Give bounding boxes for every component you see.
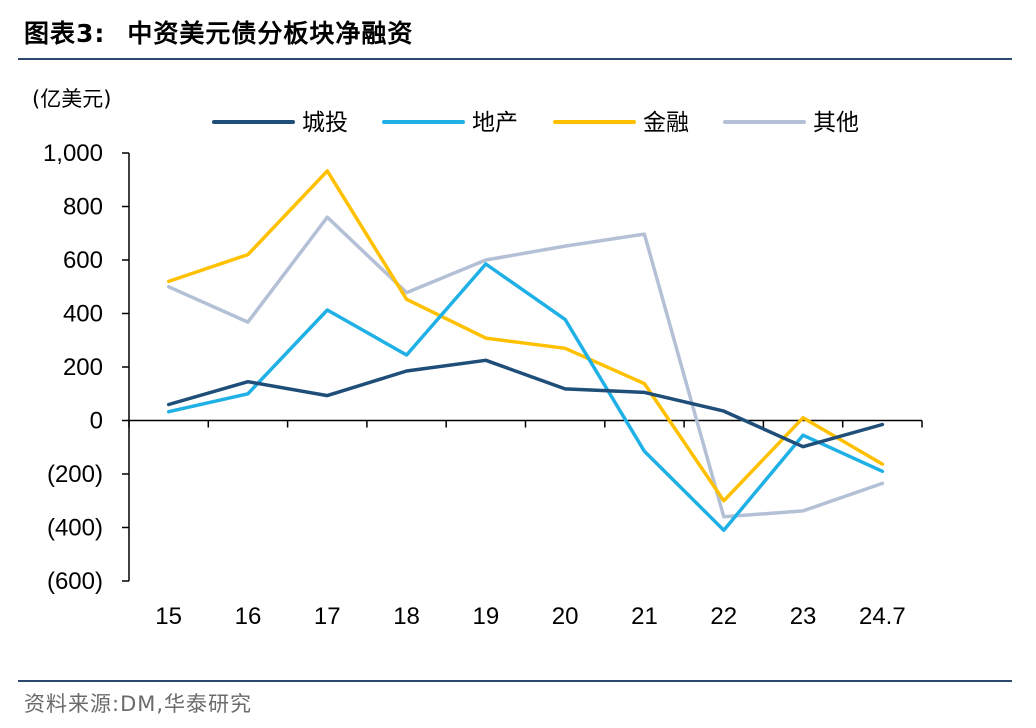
series-layer xyxy=(166,169,885,532)
axes: 1,000 800 600 400 200 0 (200) (400) (600) 15 16 17 1… xyxy=(43,140,923,630)
legend-label-2: 地产 xyxy=(472,110,518,136)
y-tick-label: 800 xyxy=(63,194,103,221)
x-tick-label: 23 xyxy=(790,603,817,630)
y-tick-label: (400) xyxy=(47,515,103,542)
source-note: 资料来源:DM,华泰研究 xyxy=(24,692,253,716)
series-line-2 xyxy=(166,262,885,532)
series-line-3 xyxy=(166,169,885,503)
x-tick-label: 22 xyxy=(710,603,737,630)
series-line-1 xyxy=(166,358,885,449)
x-tick-label: 20 xyxy=(552,603,579,630)
x-tick-label: 21 xyxy=(631,603,658,630)
y-tick-label: 600 xyxy=(63,247,103,274)
y-tick-label: 0 xyxy=(90,408,103,435)
unit-label: (亿美元) xyxy=(32,87,111,111)
x-tick-label: 24.7 xyxy=(859,603,906,630)
legend-label-3: 金融 xyxy=(643,110,689,136)
figure-number: 图表3: xyxy=(24,19,106,48)
footer-divider xyxy=(18,680,1012,682)
x-tick-label: 17 xyxy=(314,603,341,630)
y-tick-label: 200 xyxy=(63,354,103,381)
legend-label-4: 其他 xyxy=(813,110,859,136)
y-tick-label: (200) xyxy=(47,461,103,488)
legend: 城投 地产 金融 其他 xyxy=(212,110,859,136)
y-tick-label: 400 xyxy=(63,301,103,328)
x-tick-label: 16 xyxy=(235,603,262,630)
legend-label-1: 城投 xyxy=(302,110,348,136)
y-tick-label: 1,000 xyxy=(43,140,103,167)
x-tick-label: 19 xyxy=(472,603,499,630)
series-line-4 xyxy=(166,215,885,519)
x-tick-label: 18 xyxy=(393,603,420,630)
title-divider xyxy=(18,58,1012,60)
figure-title-text: 中资美元债分板块净融资 xyxy=(127,19,414,48)
y-tick-label: (600) xyxy=(47,568,103,595)
figure-title: 图表3: 中资美元债分板块净融资 xyxy=(24,14,413,50)
x-tick-label: 15 xyxy=(155,603,182,630)
